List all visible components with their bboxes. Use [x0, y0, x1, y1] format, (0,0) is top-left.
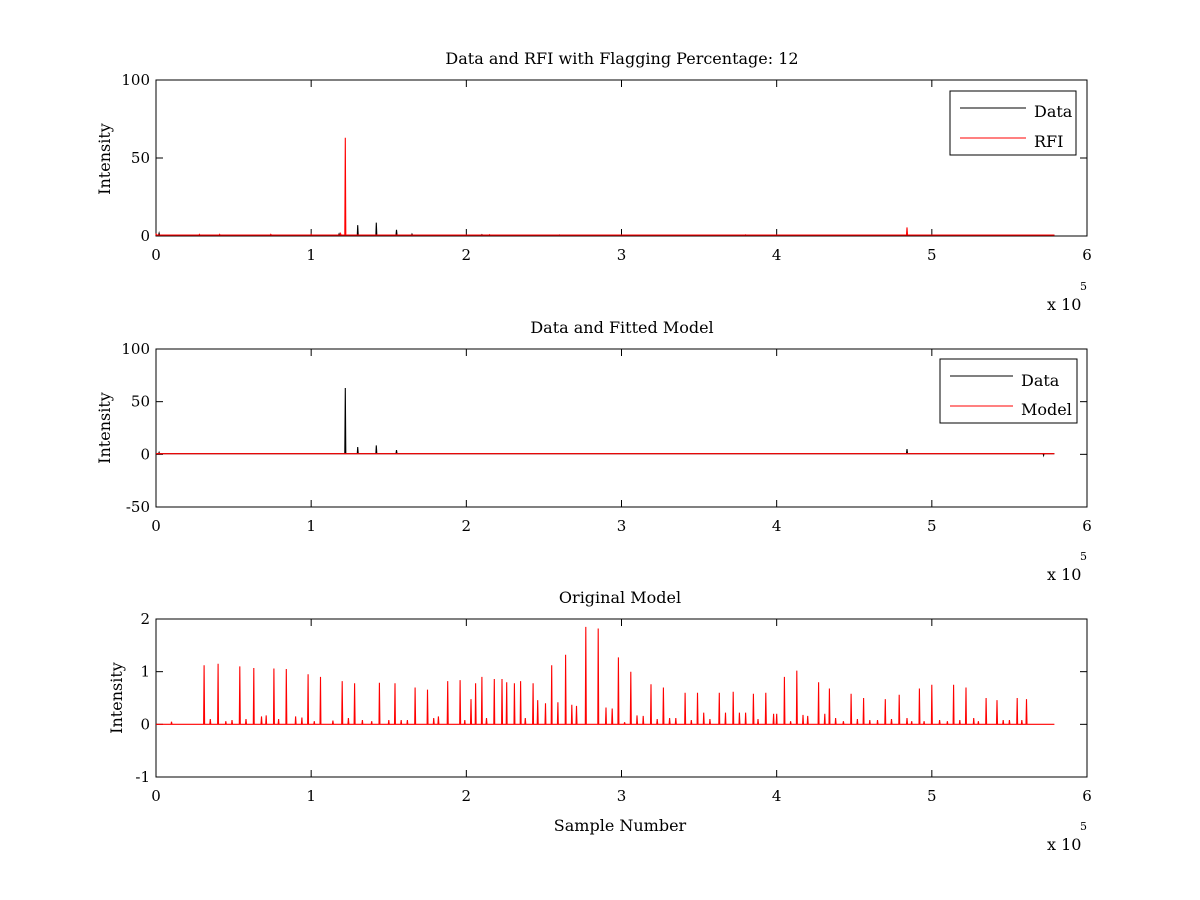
x-tick-label: 3 — [617, 787, 627, 805]
y-tick-label: 1 — [140, 663, 150, 681]
y-tick-label: 50 — [131, 149, 150, 167]
y-tick-label: -50 — [126, 498, 150, 516]
chart-title: Data and Fitted Model — [530, 318, 713, 337]
y-tick-label: 100 — [121, 340, 150, 358]
y-tick-label: 50 — [131, 393, 150, 411]
x-tick-label: 2 — [462, 246, 472, 264]
x-axis-label: Sample Number — [554, 816, 687, 835]
x-tick-label: 1 — [306, 787, 316, 805]
legend-box — [949, 90, 1077, 156]
series-line-rfi — [155, 137, 1055, 236]
y-tick-label: 2 — [140, 610, 150, 628]
y-tick-label: -1 — [135, 768, 150, 786]
x-tick-label: 2 — [462, 787, 472, 805]
x-tick-label: 1 — [306, 517, 316, 535]
x-tick-label: 5 — [927, 517, 937, 535]
chart-title: Data and RFI with Flagging Percentage: 1… — [445, 49, 798, 68]
x-multiplier-exponent: 5 — [1080, 550, 1087, 563]
x-tick-label: 4 — [772, 517, 782, 535]
x-tick-label: 5 — [927, 787, 937, 805]
x-tick-label: 5 — [927, 246, 937, 264]
x-multiplier-label: x 10 — [1047, 835, 1081, 854]
axes-frame — [155, 618, 1088, 778]
y-axis-label: Intensity — [95, 123, 114, 195]
x-multiplier-exponent: 5 — [1080, 280, 1087, 293]
x-tick-label: 1 — [306, 246, 316, 264]
plot-area: 0 1 2 3 4 5 6 0 50 100 — [121, 71, 1091, 264]
axes-frame — [155, 79, 1088, 237]
x-multiplier-label: x 10 — [1047, 295, 1081, 314]
series-line-series — [156, 626, 1055, 725]
y-tick-label: 0 — [140, 445, 150, 463]
x-tick-label: 6 — [1082, 246, 1092, 264]
axes-frame — [155, 348, 1088, 508]
legend-label-model: Model — [1021, 400, 1072, 419]
y-tick-label: 0 — [140, 715, 150, 733]
x-tick-label: 3 — [617, 246, 627, 264]
x-multiplier-label: x 10 — [1047, 565, 1081, 584]
legend-box — [939, 358, 1078, 424]
y-tick-label: 100 — [121, 71, 150, 89]
y-axis-label: Intensity — [107, 662, 126, 734]
legend: Data Model — [939, 358, 1078, 424]
x-tick-label: 0 — [151, 517, 161, 535]
legend: Data RFI — [949, 90, 1077, 156]
subplot-rfi: Data and RFI with Flagging Percentage: 1… — [95, 49, 1092, 314]
legend-label-rfi: RFI — [1034, 132, 1063, 151]
x-tick-label: 6 — [1082, 517, 1092, 535]
legend-label-data: Data — [1034, 102, 1073, 121]
y-tick-label: 0 — [140, 227, 150, 245]
x-tick-label: 4 — [772, 246, 782, 264]
x-tick-label: 0 — [151, 787, 161, 805]
x-multiplier-exponent: 5 — [1080, 820, 1087, 833]
x-tick-label: 0 — [151, 246, 161, 264]
x-tick-label: 2 — [462, 517, 472, 535]
subplot-fitted-model: Data and Fitted Model Intensity 0 1 2 3 4 5 6 -… — [95, 318, 1092, 584]
y-axis-label: Intensity — [95, 392, 114, 464]
chart-title: Original Model — [559, 588, 681, 607]
x-tick-label: 4 — [772, 787, 782, 805]
x-tick-label: 6 — [1082, 787, 1092, 805]
legend-label-data: Data — [1021, 371, 1060, 390]
x-tick-label: 3 — [617, 517, 627, 535]
